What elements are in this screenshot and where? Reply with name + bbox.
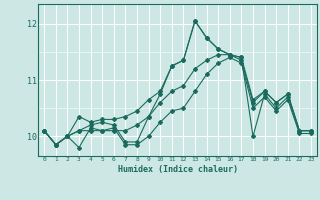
X-axis label: Humidex (Indice chaleur): Humidex (Indice chaleur) bbox=[118, 165, 238, 174]
